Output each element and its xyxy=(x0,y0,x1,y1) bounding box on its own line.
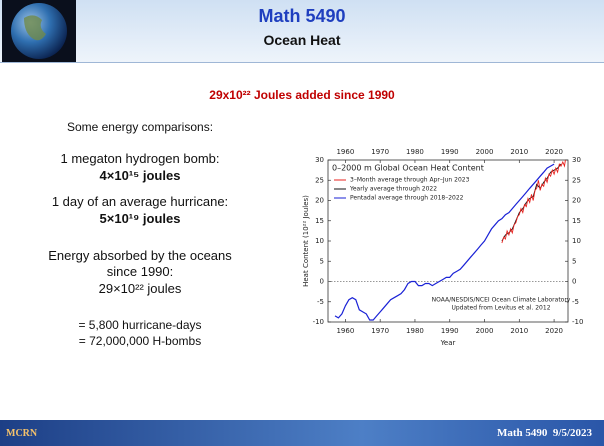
x-tick-label: 2020 xyxy=(545,327,563,335)
comparison-label: 1 day of an average hurricane: xyxy=(0,194,280,209)
comparison-label: since 1990: xyxy=(0,264,280,279)
legend-label: Yearly average through 2022 xyxy=(349,186,437,193)
y-tick-label: -5 xyxy=(572,298,579,306)
legend-label: Pentadal average through 2018–2022 xyxy=(350,195,464,202)
y-axis-label: Heat Content (10²² Joules) xyxy=(302,195,310,287)
y-tick-label: 0 xyxy=(572,278,576,286)
x-tick-label: 1980 xyxy=(406,327,424,335)
slide: Math 5490 Ocean Heat 29x10²² Joules adde… xyxy=(0,0,604,446)
y-tick-label: 30 xyxy=(315,156,324,164)
x-tick-label: 1970 xyxy=(371,148,389,156)
chart: 1960196019701970198019801990199020002000… xyxy=(290,140,600,360)
x-tick-label: 1960 xyxy=(336,327,354,335)
comparison-value: 29×10²² joules xyxy=(0,281,280,296)
annotation: NOAA/NESDIS/NCEI Ocean Climate Laborator… xyxy=(432,297,571,304)
equivalent: = 72,000,000 H-bombs xyxy=(0,334,280,348)
footer-text: Math 5490 9/5/2023 xyxy=(497,427,592,439)
y-tick-label: 20 xyxy=(572,197,581,205)
y-tick-label: 5 xyxy=(320,257,324,265)
intro: Some energy comparisons: xyxy=(0,120,280,134)
x-tick-label: 1990 xyxy=(441,327,459,335)
y-tick-label: 5 xyxy=(572,257,576,265)
x-tick-label: 2010 xyxy=(510,327,528,335)
comparison-label: 1 megaton hydrogen bomb: xyxy=(0,151,280,166)
x-tick-label: 2010 xyxy=(510,148,528,156)
y-tick-label: -10 xyxy=(313,318,324,326)
x-tick-label: 1980 xyxy=(406,148,424,156)
y-tick-label: 25 xyxy=(572,176,581,184)
series-line xyxy=(502,160,566,243)
x-tick-label: 1970 xyxy=(371,327,389,335)
y-tick-label: 15 xyxy=(315,217,324,225)
comparison-label: Energy absorbed by the oceans xyxy=(0,248,280,263)
headline: 29x10²² Joules added since 1990 xyxy=(0,88,604,102)
x-tick-label: 2000 xyxy=(476,327,494,335)
x-tick-label: 2000 xyxy=(476,148,494,156)
y-tick-label: 20 xyxy=(315,197,324,205)
chart-title: 0–2000 m Global Ocean Heat Content xyxy=(332,164,484,173)
y-tick-label: 10 xyxy=(572,237,581,245)
footer-logo: MCRN xyxy=(6,428,37,439)
x-tick-label: 2020 xyxy=(545,148,563,156)
slide-subtitle: Ocean Heat xyxy=(0,32,604,48)
y-tick-label: 15 xyxy=(572,217,581,225)
comparison-value: 4×10¹⁵ joules xyxy=(0,168,280,183)
y-tick-label: 0 xyxy=(320,278,324,286)
x-tick-label: 1990 xyxy=(441,148,459,156)
equivalent: = 5,800 hurricane-days xyxy=(0,318,280,332)
y-tick-label: -10 xyxy=(572,318,583,326)
y-tick-label: -5 xyxy=(317,298,324,306)
slide-title: Math 5490 xyxy=(0,6,604,27)
comparison-value: 5×10¹⁹ joules xyxy=(0,211,280,226)
x-tick-label: 1960 xyxy=(336,148,354,156)
y-tick-label: 10 xyxy=(315,237,324,245)
y-tick-label: 30 xyxy=(572,156,581,164)
annotation: Updated from Levitus et al. 2012 xyxy=(451,305,550,312)
legend-label: 3–Month average through Apr–Jun 2023 xyxy=(350,177,470,184)
x-axis-label: Year xyxy=(440,339,456,347)
y-tick-label: 25 xyxy=(315,176,324,184)
